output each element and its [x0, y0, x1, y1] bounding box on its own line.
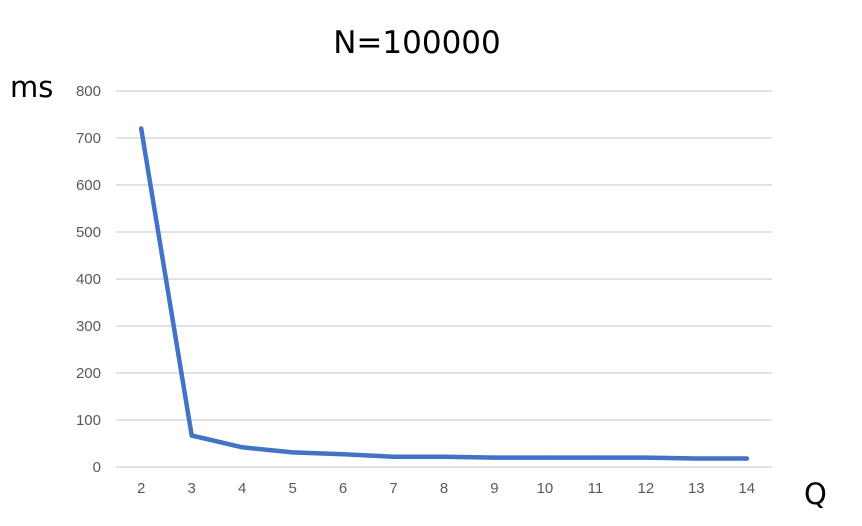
data-point: [391, 454, 396, 459]
y-tick-label: 300: [76, 318, 101, 335]
gridlines: [116, 90, 772, 468]
data-point: [340, 452, 346, 457]
x-tick-label: 10: [537, 480, 554, 497]
x-tick-label: 5: [288, 480, 296, 497]
x-tick-label: 7: [389, 480, 397, 497]
data-point: [441, 454, 447, 459]
x-axis-ticks: 2 3 4 5 6 7 8 9 10 11 12 13 14: [137, 480, 755, 497]
data-point: [643, 455, 649, 460]
chart-title: N=100000: [333, 25, 501, 61]
x-tick-label: 6: [339, 480, 347, 497]
y-tick-label: 100: [76, 412, 101, 429]
x-tick-label: 9: [490, 480, 498, 497]
x-tick-label: 4: [238, 480, 246, 497]
x-tick-label: 2: [137, 480, 145, 497]
x-tick-label: 14: [738, 480, 755, 497]
x-tick-label: 13: [688, 480, 705, 497]
y-tick-label: 800: [76, 83, 101, 100]
y-tick-label: 500: [76, 224, 101, 241]
x-tick-label: 11: [588, 480, 604, 497]
data-point: [492, 455, 497, 460]
y-tick-label: 600: [76, 177, 101, 194]
data-point: [542, 455, 548, 460]
y-axis-unit-label: ms: [10, 70, 53, 104]
x-tick-label: 12: [638, 480, 655, 497]
data-point: [694, 456, 699, 461]
data-point: [744, 456, 749, 461]
data-point: [239, 445, 245, 450]
data-point: [189, 433, 194, 438]
y-tick-label: 0: [93, 459, 101, 476]
data-point: [139, 126, 144, 131]
y-tick-label: 700: [76, 130, 101, 147]
data-point: [593, 455, 598, 460]
x-tick-label: 3: [188, 480, 196, 497]
series-line: [138, 126, 750, 461]
x-tick-label: 8: [440, 480, 448, 497]
data-point: [290, 450, 295, 455]
y-tick-label: 200: [76, 365, 101, 382]
x-axis-unit-label: Q: [804, 477, 827, 511]
y-axis-ticks: 0 100 200 300 400 500 600 700 800: [76, 83, 101, 476]
y-tick-label: 400: [76, 271, 101, 288]
series-lines: [138, 126, 750, 461]
